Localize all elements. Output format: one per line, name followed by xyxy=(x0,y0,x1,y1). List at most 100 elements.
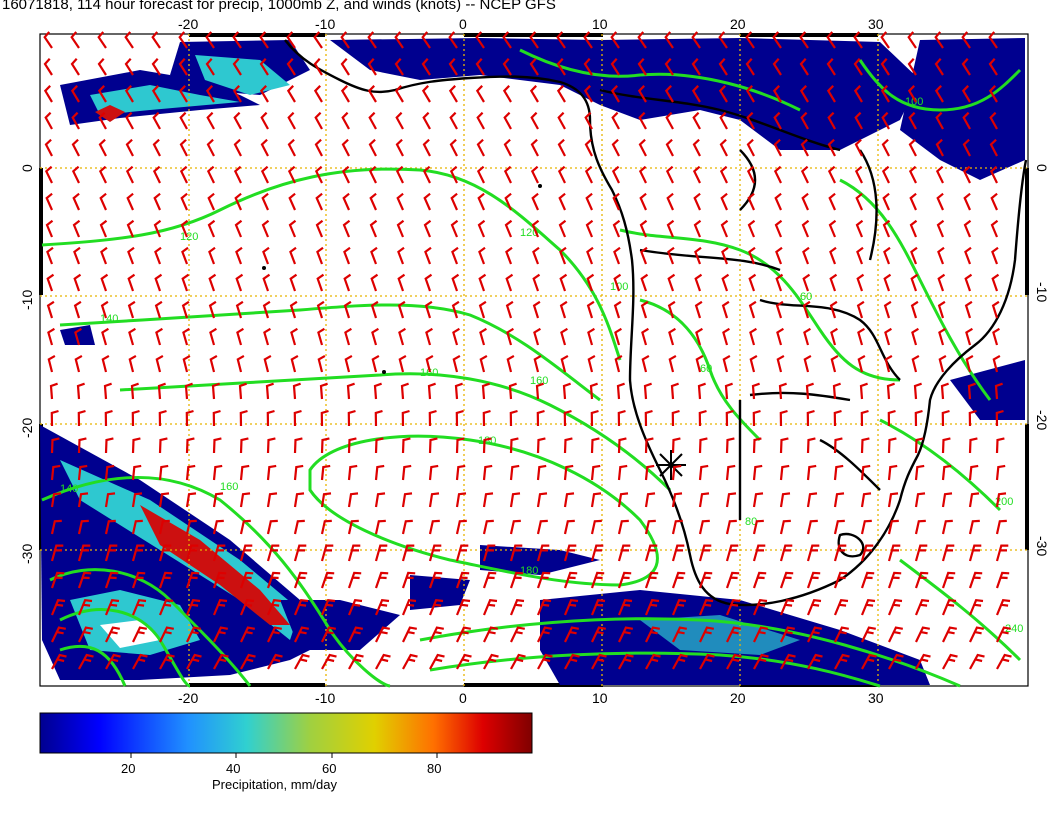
wind-barb xyxy=(826,31,836,49)
wind-barb xyxy=(779,409,788,427)
wind-barb xyxy=(236,354,245,373)
wind-barb xyxy=(506,354,515,373)
lon-tick-label: 0 xyxy=(459,16,467,32)
wind-barb xyxy=(969,653,985,670)
wind-barb xyxy=(773,111,782,130)
wind-barb xyxy=(617,409,626,427)
wind-barb xyxy=(751,382,760,400)
wind-barb xyxy=(564,653,580,670)
wind-barb xyxy=(968,492,980,508)
wind-barb xyxy=(50,464,61,481)
wind-barb xyxy=(46,273,55,292)
wind-barb xyxy=(265,382,274,400)
wind-barb xyxy=(907,58,917,76)
wind-barb xyxy=(71,138,80,157)
wind-barb xyxy=(45,219,54,238)
wind-barb xyxy=(613,273,622,292)
wind-barb xyxy=(691,31,701,49)
wind-barb xyxy=(585,192,594,211)
wind-barb xyxy=(293,437,303,454)
wind-barb xyxy=(374,599,390,616)
wind-barb xyxy=(860,437,870,454)
wind-barb xyxy=(910,273,919,292)
wind-barb xyxy=(509,599,525,616)
wind-barb xyxy=(531,192,540,211)
wind-barb xyxy=(909,219,918,238)
lat-tick-label: -30 xyxy=(1034,536,1050,556)
colorbar-title: Precipitation, mm/day xyxy=(212,777,337,792)
wind-barb xyxy=(158,571,173,589)
wind-barb xyxy=(806,544,820,562)
contour-label: 60 xyxy=(700,363,712,375)
wind-barb xyxy=(559,246,567,265)
wind-barb xyxy=(374,544,388,562)
wind-barb xyxy=(801,219,810,238)
wind-barb xyxy=(806,599,822,616)
wind-barb xyxy=(186,653,202,670)
wind-barb xyxy=(342,219,351,238)
wind-barb xyxy=(934,58,944,76)
wind-barb xyxy=(994,382,1003,400)
wind-barb xyxy=(347,599,363,616)
wind-barb xyxy=(563,492,575,508)
wind-barb xyxy=(614,327,622,346)
lat-lon-grid xyxy=(40,34,1028,686)
wind-barb xyxy=(424,300,433,319)
wind-barb xyxy=(402,653,418,670)
wind-barb xyxy=(940,382,949,400)
wind-barb xyxy=(992,354,1001,373)
wind-barb xyxy=(855,219,864,238)
wind-barb xyxy=(995,492,1007,508)
wind-barb xyxy=(341,138,350,157)
wind-barb xyxy=(77,492,89,508)
wind-barb xyxy=(806,409,815,427)
wind-barb xyxy=(560,327,568,346)
wind-barb xyxy=(185,544,199,562)
wind-barb xyxy=(153,219,162,238)
wind-barb xyxy=(718,85,728,103)
wind-barb xyxy=(289,300,298,319)
wind-barb xyxy=(374,492,386,508)
wind-barb xyxy=(697,382,706,400)
wind-barb xyxy=(234,192,243,211)
wind-barb xyxy=(991,300,1000,319)
right-lat-labels: 0 -10 -20 -30 xyxy=(1034,164,1050,556)
wind-barb xyxy=(101,327,109,346)
wind-barb xyxy=(590,571,605,589)
wind-barb xyxy=(260,138,269,157)
wind-barb xyxy=(880,85,890,103)
wind-barb xyxy=(455,409,464,427)
wind-barb xyxy=(505,246,513,265)
wind-barb xyxy=(639,192,648,211)
wind-barb xyxy=(289,273,298,292)
lon-tick-label: 20 xyxy=(730,16,746,32)
wind-barb xyxy=(158,409,167,427)
wind-barb xyxy=(153,192,162,211)
wind-barb xyxy=(827,111,836,130)
wind-barb xyxy=(238,382,247,400)
wind-barb xyxy=(610,31,620,49)
wind-barb xyxy=(448,31,458,49)
wind-barb xyxy=(887,409,896,427)
wind-barb xyxy=(722,354,731,373)
wind-barb xyxy=(74,354,83,373)
wind-barb xyxy=(749,354,758,373)
wind-barb xyxy=(914,464,925,481)
wind-barb xyxy=(698,519,710,535)
wind-barb xyxy=(826,58,836,76)
wind-barb xyxy=(185,492,197,508)
wind-barb xyxy=(937,300,946,319)
wind-barb xyxy=(73,246,81,265)
wind-barb xyxy=(266,437,276,454)
wind-barb xyxy=(612,219,621,238)
wind-barb xyxy=(315,219,324,238)
wind-barb xyxy=(449,111,458,130)
wind-barb xyxy=(585,219,594,238)
wind-barb xyxy=(286,85,296,103)
wind-barb xyxy=(320,409,329,427)
wind-barb xyxy=(914,409,923,427)
wind-barb xyxy=(752,437,762,454)
wind-barb xyxy=(370,246,378,265)
wind-barb xyxy=(344,327,352,346)
wind-barb xyxy=(126,219,135,238)
